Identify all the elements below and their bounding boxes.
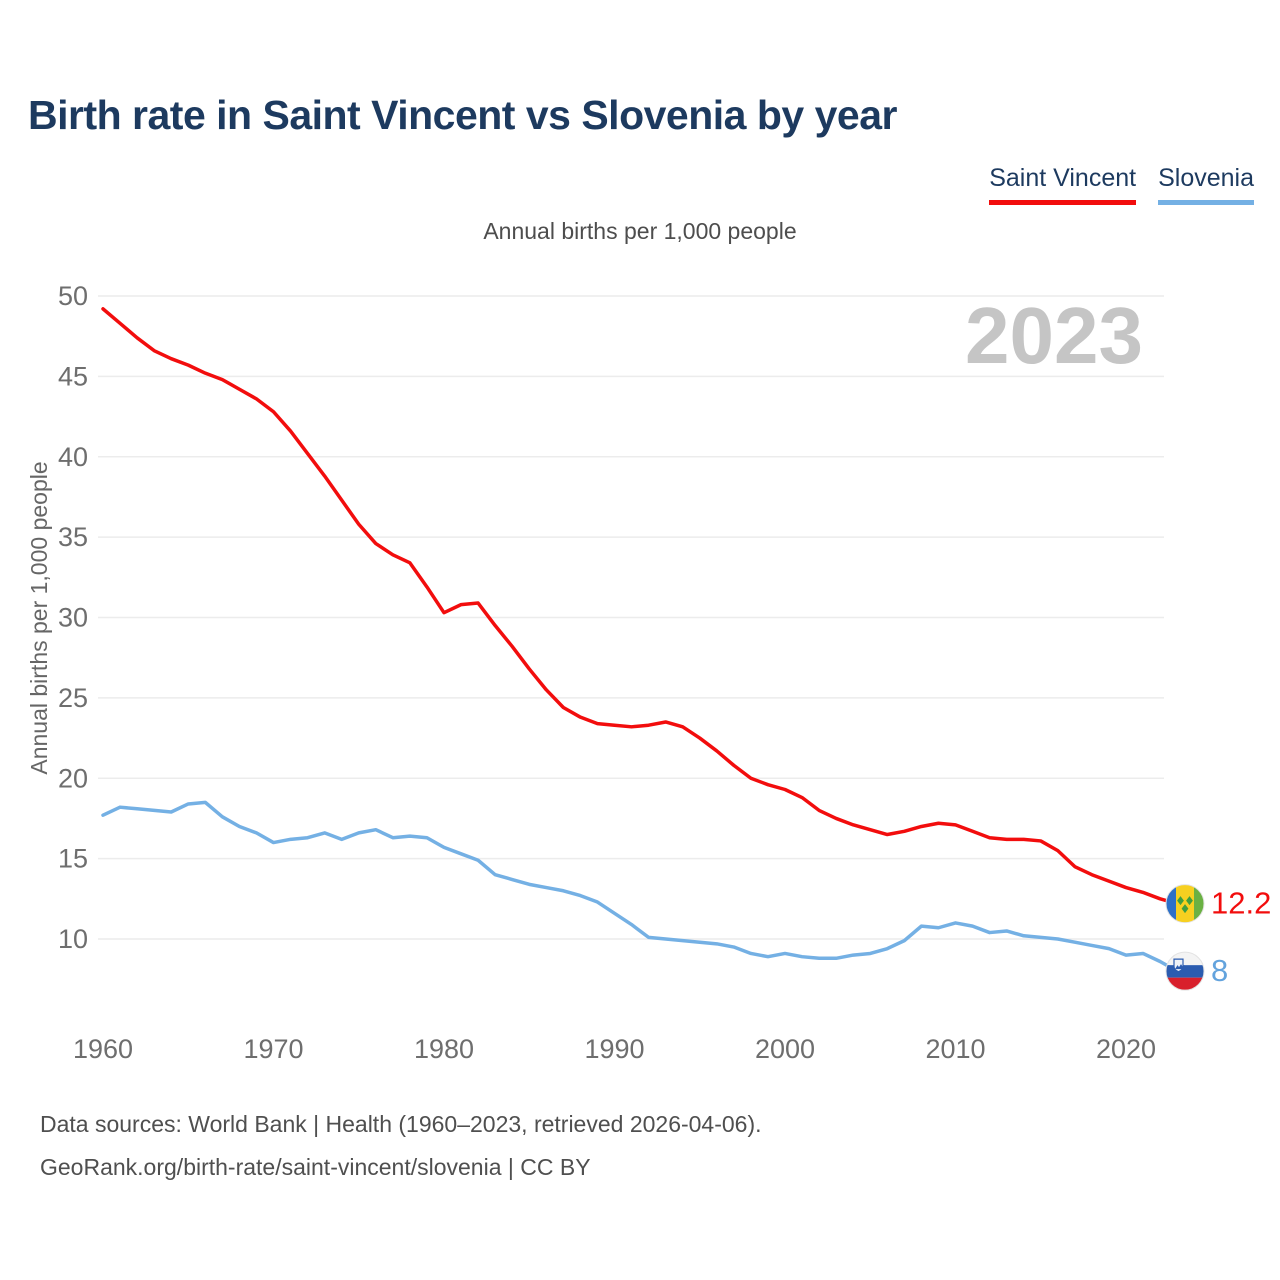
slo-red-band bbox=[1166, 977, 1204, 991]
y-tick-label-25: 25 bbox=[58, 683, 88, 713]
y-tick-label-30: 30 bbox=[58, 603, 88, 633]
svc-diamond bbox=[1181, 904, 1189, 914]
legend: Saint Vincent Slovenia bbox=[989, 164, 1254, 205]
svc-green-band bbox=[1194, 884, 1204, 923]
svc-yellow-band bbox=[1176, 884, 1194, 923]
slovenia-flag-icon bbox=[1166, 952, 1204, 991]
y-tick-label-45: 45 bbox=[58, 361, 88, 391]
watermark-year: 2023 bbox=[965, 291, 1143, 380]
footer-data-sources: Data sources: World Bank | Health (1960–… bbox=[40, 1111, 762, 1137]
x-tick-label-2010: 2010 bbox=[925, 1034, 985, 1064]
end-value-label-saint-vincent: 12.2 bbox=[1211, 886, 1271, 921]
footer-attribution: GeoRank.org/birth-rate/saint-vincent/slo… bbox=[40, 1154, 591, 1180]
x-tick-label-1960: 1960 bbox=[73, 1034, 133, 1064]
y-tick-label-15: 15 bbox=[58, 844, 88, 874]
end-value-label-slovenia: 8 bbox=[1211, 953, 1228, 988]
slo-flag-ring bbox=[1165, 951, 1205, 991]
series-line-saint-vincent[interactable] bbox=[101, 307, 1179, 906]
y-tick-label-50: 50 bbox=[58, 281, 88, 311]
y-tick-label-20: 20 bbox=[58, 763, 88, 793]
footer: Data sources: World Bank | Health (1960–… bbox=[40, 1103, 762, 1189]
svc-flag-ring bbox=[1165, 884, 1205, 924]
y-tick-label-35: 35 bbox=[58, 522, 88, 552]
x-tick-label-1990: 1990 bbox=[584, 1034, 644, 1064]
page-title: Birth rate in Saint Vincent vs Slovenia … bbox=[28, 92, 897, 138]
x-tick-label-2020: 2020 bbox=[1096, 1034, 1156, 1064]
svc-blue-band bbox=[1166, 884, 1176, 923]
slo-crest-mountain bbox=[1175, 964, 1187, 970]
x-tick-label-1980: 1980 bbox=[414, 1034, 474, 1064]
legend-label-saint-vincent: Saint Vincent bbox=[989, 164, 1137, 192]
series-line-slovenia[interactable] bbox=[101, 800, 1179, 973]
legend-label-slovenia: Slovenia bbox=[1158, 164, 1254, 192]
chart-subtitle: Annual births per 1,000 people bbox=[483, 218, 797, 244]
svc-diamond bbox=[1177, 896, 1184, 906]
x-tick-label-1970: 1970 bbox=[243, 1034, 303, 1064]
legend-item-slovenia[interactable]: Slovenia bbox=[1158, 164, 1254, 205]
y-tick-label-40: 40 bbox=[58, 442, 88, 472]
y-tick-label-10: 10 bbox=[58, 924, 88, 954]
y-axis-title: Annual births per 1,000 people bbox=[26, 461, 52, 774]
slo-white-band bbox=[1166, 952, 1204, 966]
saint-vincent-flag-icon bbox=[1166, 884, 1204, 923]
svc-diamond bbox=[1186, 896, 1193, 906]
legend-item-saint-vincent[interactable]: Saint Vincent bbox=[989, 164, 1137, 205]
x-tick-label-2000: 2000 bbox=[755, 1034, 815, 1064]
